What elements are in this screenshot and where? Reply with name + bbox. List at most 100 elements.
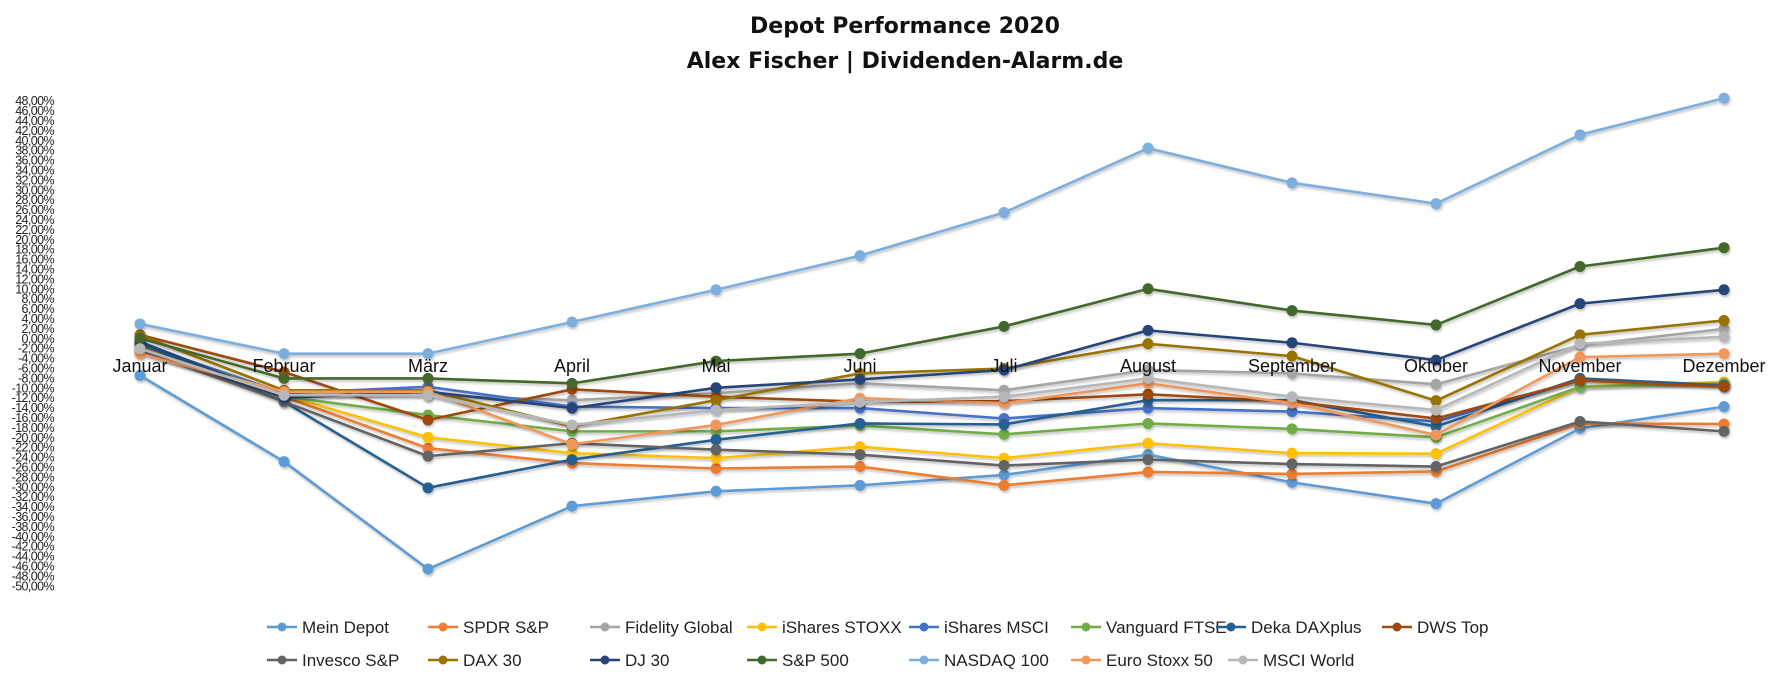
data-point [1718,242,1730,254]
y-tick-label: 44,00% [15,114,54,128]
data-point [1718,284,1730,296]
y-tick-label: -24,00% [12,451,55,465]
data-point [854,441,866,453]
data-point [134,318,146,330]
data-point [710,404,722,416]
x-tick-label: September [1248,356,1336,376]
data-point [710,485,722,497]
series-s-p-500 [134,242,1730,389]
data-point [998,418,1010,430]
y-tick-label: 0,00% [22,332,55,346]
data-point [566,419,578,431]
data-point [710,452,722,464]
data-point [854,417,866,429]
data-point [1574,374,1586,386]
series-line [139,342,1725,490]
legend-item[interactable]: SPDR S&P [428,618,549,637]
data-point [854,461,866,473]
data-point [854,348,866,360]
data-point [998,469,1010,481]
y-tick-label: 34,00% [15,163,54,177]
data-point [134,332,146,344]
x-tick-label: Januar [112,356,167,376]
legend-item[interactable]: S&P 500 [747,651,849,670]
legend-label: DAX 30 [463,651,522,670]
data-point [1718,381,1730,393]
data-point [1142,437,1154,449]
legend-item[interactable]: DWS Top [1382,618,1489,637]
y-tick-label: 40,00% [15,134,54,148]
legend-marker-icon [438,622,448,632]
series-line [139,246,1725,385]
legend-label: DJ 30 [625,651,669,670]
legend-label: Mein Depot [302,618,389,637]
data-point [854,449,866,461]
data-point [710,444,722,456]
legend-label: Vanguard FTSE [1106,618,1227,637]
series-line [139,96,1725,355]
data-point [1718,401,1730,413]
y-tick-label: 8,00% [22,292,55,306]
y-tick-label: -6,00% [18,362,54,376]
data-point [422,563,434,575]
data-point [1142,402,1154,414]
data-point [1286,406,1298,418]
y-tick-label: 14,00% [15,262,54,276]
series-line [139,342,1725,423]
data-point [854,373,866,385]
data-point [1142,466,1154,478]
y-tick-label: -28,00% [12,470,55,484]
series-line [139,350,1725,487]
legend-item[interactable]: DAX 30 [428,651,522,670]
legend-item[interactable]: NASDAQ 100 [909,651,1049,670]
data-point [566,500,578,512]
y-tick-label: 48,00% [15,94,54,108]
series-line [139,374,1725,571]
data-point [710,419,722,431]
legend-item[interactable]: Mein Depot [267,618,389,637]
legend-item[interactable]: MSCI World [1228,651,1354,670]
legend-item[interactable]: Invesco S&P [267,651,399,670]
legend: Mein Depot SPDR S&P Fidelity Global iShares… [267,618,1489,670]
y-tick-label: -20,00% [12,431,55,445]
y-tick-label: -48,00% [12,569,55,583]
legend-label: DWS Top [1417,618,1489,637]
x-tick-label: April [554,356,590,376]
y-tick-label: -12,00% [12,391,55,405]
legend-item[interactable]: iShares STOXX [747,618,902,637]
data-point [134,343,146,355]
x-tick-label: Juli [990,356,1017,376]
y-tick-label: -34,00% [12,500,55,514]
data-point [422,431,434,443]
legend-marker-icon [919,622,929,632]
legend-item[interactable]: Euro Stoxx 50 [1071,651,1213,670]
x-tick-label: Juni [843,356,876,376]
legend-item[interactable]: Fidelity Global [590,618,733,637]
y-tick-label: -32,00% [12,490,55,504]
y-tick-label: -16,00% [12,411,55,425]
legend-label: S&P 500 [782,651,849,670]
data-point [1142,324,1154,336]
data-point [1286,337,1298,349]
y-tick-label: -26,00% [12,461,55,475]
data-point [998,320,1010,332]
y-tick-label: 12,00% [15,272,54,286]
legend-item[interactable]: iShares MSCI [909,618,1049,637]
x-tick-label: August [1120,356,1176,376]
data-point [278,389,290,401]
data-point [1718,92,1730,104]
data-point [854,479,866,491]
data-point [278,348,290,360]
legend-item[interactable]: DJ 30 [590,651,669,670]
data-point [998,207,1010,219]
data-point [710,394,722,406]
legend-item[interactable]: Vanguard FTSE [1071,618,1227,637]
y-axis: 48,00%46,00%44,00%42,00%40,00%38,00%36,0… [12,94,55,593]
data-point [1430,498,1442,510]
data-point [1286,423,1298,435]
legend-item[interactable]: Deka DAXplus [1216,618,1362,637]
series-line [139,335,1725,427]
data-point [278,372,290,384]
data-point [1430,395,1442,407]
